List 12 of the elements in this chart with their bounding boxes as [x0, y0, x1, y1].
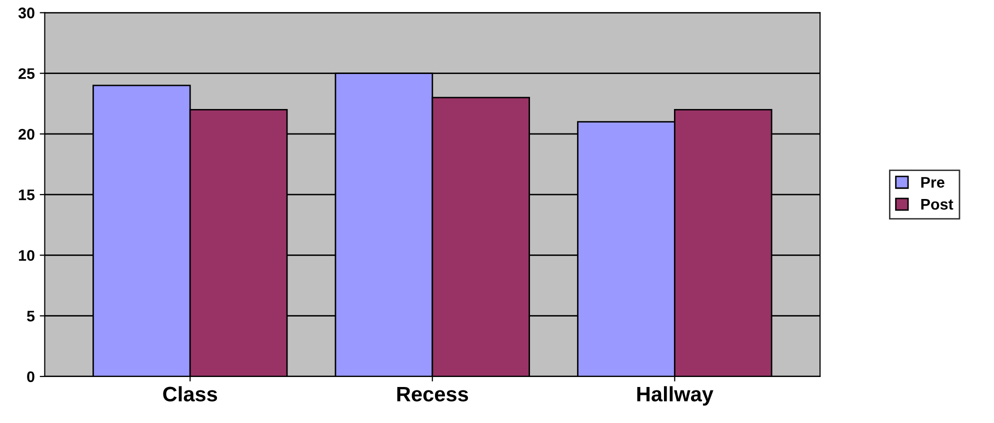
x-tick-label: Hallway — [637, 386, 714, 406]
y-tick-label: 10 — [18, 250, 34, 261]
legend-label: Post — [921, 199, 954, 210]
legend-label: Pre — [921, 177, 944, 188]
y-tick-label: 5 — [26, 310, 35, 322]
y-tick-label: 15 — [18, 190, 35, 200]
y-tick-label: 20 — [18, 128, 34, 140]
y-tick-label: 25 — [18, 68, 35, 80]
x-tick-label: Class — [163, 386, 218, 402]
x-tick-label: Recess — [397, 386, 468, 402]
y-tick-label: 30 — [18, 8, 34, 18]
y-tick-label: 0 — [27, 371, 34, 382]
